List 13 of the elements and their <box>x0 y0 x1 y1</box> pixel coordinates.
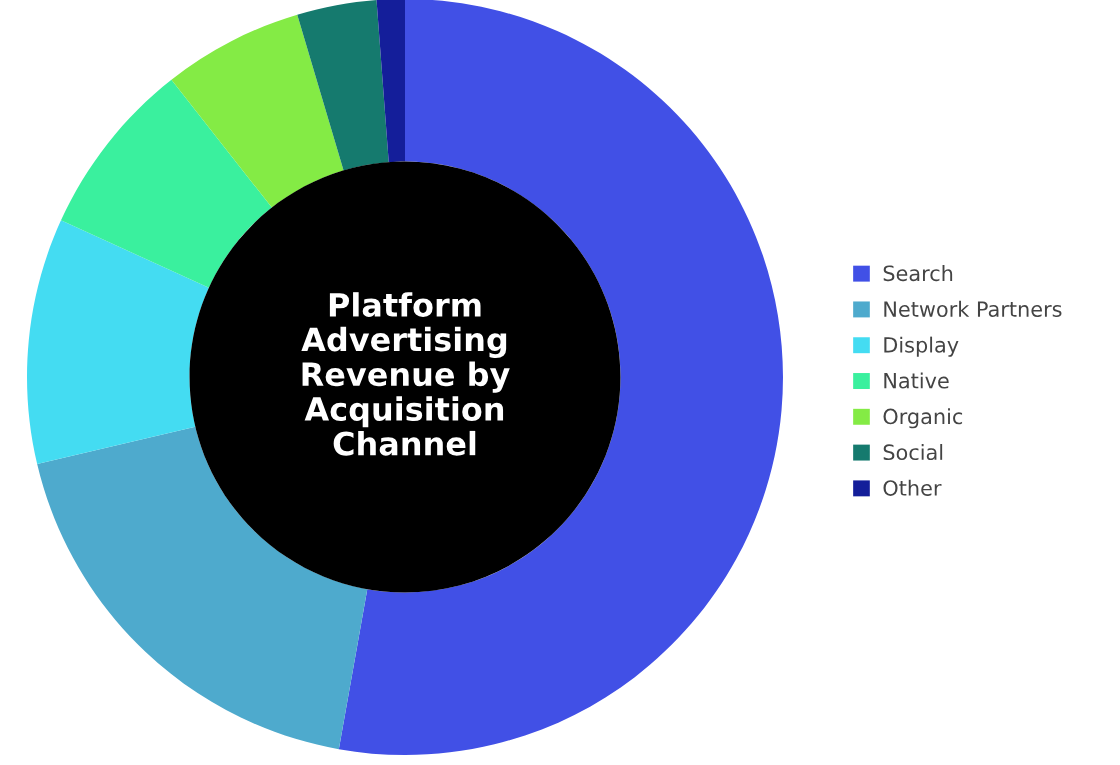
text: Platform Advertising Revenue by Acquisition Channel <box>301 292 510 456</box>
donut-slice <box>171 14 344 208</box>
legend-label: Search <box>883 265 953 282</box>
donut-slice <box>297 0 389 171</box>
donut-slice <box>27 220 209 465</box>
legend-label: Other <box>883 479 942 496</box>
legend-label: Network Partners <box>884 300 1062 317</box>
legend-label: Social <box>883 443 943 461</box>
legend-label: Organic <box>883 408 963 429</box>
legend-label: Native <box>884 372 949 389</box>
legend-label: Display <box>884 336 959 357</box>
donut-slice <box>376 0 405 163</box>
donut-slice <box>60 79 272 288</box>
